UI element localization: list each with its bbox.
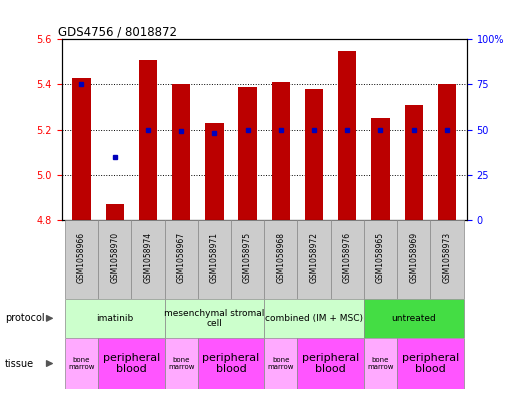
Text: tissue: tissue	[5, 358, 34, 369]
Bar	[305, 89, 323, 220]
Text: GSM1058969: GSM1058969	[409, 232, 418, 283]
Bar	[430, 220, 464, 299]
Bar	[172, 84, 190, 220]
Bar	[72, 78, 91, 220]
Text: GSM1058974: GSM1058974	[144, 232, 152, 283]
Bar	[98, 338, 165, 389]
Bar	[98, 220, 131, 299]
Bar	[131, 220, 165, 299]
Bar	[272, 82, 290, 220]
Bar	[139, 60, 157, 220]
Bar	[264, 338, 298, 389]
Bar	[438, 84, 456, 220]
Text: GSM1058965: GSM1058965	[376, 232, 385, 283]
Bar	[65, 338, 98, 389]
Bar	[205, 123, 224, 220]
Bar	[165, 338, 198, 389]
Bar	[364, 220, 397, 299]
Text: untreated: untreated	[391, 314, 436, 323]
Bar	[338, 51, 357, 220]
Bar	[198, 220, 231, 299]
Text: GSM1058972: GSM1058972	[309, 232, 319, 283]
Bar	[298, 220, 331, 299]
Bar	[264, 220, 298, 299]
Text: GSM1058975: GSM1058975	[243, 232, 252, 283]
Text: mesenchymal stromal
cell: mesenchymal stromal cell	[164, 309, 265, 328]
Text: peripheral
blood: peripheral blood	[302, 353, 359, 374]
Bar	[264, 299, 364, 338]
Text: GSM1058968: GSM1058968	[277, 232, 285, 283]
Text: GSM1058976: GSM1058976	[343, 232, 352, 283]
Text: bone
marrow: bone marrow	[168, 357, 194, 370]
Text: GSM1058971: GSM1058971	[210, 232, 219, 283]
Text: GSM1058967: GSM1058967	[176, 232, 186, 283]
Bar	[65, 299, 165, 338]
Text: combined (IM + MSC): combined (IM + MSC)	[265, 314, 363, 323]
Text: peripheral
blood: peripheral blood	[402, 353, 459, 374]
Bar	[331, 220, 364, 299]
Text: bone
marrow: bone marrow	[68, 357, 95, 370]
Text: bone
marrow: bone marrow	[268, 357, 294, 370]
Text: GSM1058970: GSM1058970	[110, 232, 119, 283]
Bar	[397, 220, 430, 299]
Bar	[364, 299, 464, 338]
Bar	[106, 204, 124, 220]
Text: peripheral
blood: peripheral blood	[103, 353, 160, 374]
Bar	[298, 338, 364, 389]
Bar	[397, 338, 464, 389]
Bar	[239, 87, 256, 220]
Text: imatinib: imatinib	[96, 314, 133, 323]
Text: bone
marrow: bone marrow	[367, 357, 393, 370]
Bar	[198, 338, 264, 389]
Text: GSM1058973: GSM1058973	[442, 232, 451, 283]
Text: peripheral
blood: peripheral blood	[202, 353, 260, 374]
Text: GDS4756 / 8018872: GDS4756 / 8018872	[57, 25, 176, 38]
Bar	[371, 118, 389, 220]
Bar	[65, 220, 98, 299]
Bar	[231, 220, 264, 299]
Bar	[405, 105, 423, 220]
Bar	[165, 220, 198, 299]
Text: GSM1058966: GSM1058966	[77, 232, 86, 283]
Bar	[364, 338, 397, 389]
Bar	[165, 299, 264, 338]
Text: protocol: protocol	[5, 313, 45, 323]
